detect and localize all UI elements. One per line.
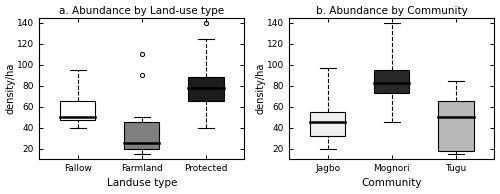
X-axis label: Landuse type: Landuse type <box>106 178 177 188</box>
Y-axis label: density/ha: density/ha <box>256 63 266 114</box>
Title: b. Abundance by Community: b. Abundance by Community <box>316 6 468 16</box>
Y-axis label: density/ha: density/ha <box>6 63 16 114</box>
Bar <box>124 122 160 149</box>
Bar <box>60 101 95 120</box>
Bar <box>374 70 410 93</box>
X-axis label: Community: Community <box>362 178 422 188</box>
Title: a. Abundance by Land-use type: a. Abundance by Land-use type <box>59 6 224 16</box>
Bar <box>188 77 224 101</box>
Bar <box>310 112 345 136</box>
Bar <box>438 101 474 151</box>
